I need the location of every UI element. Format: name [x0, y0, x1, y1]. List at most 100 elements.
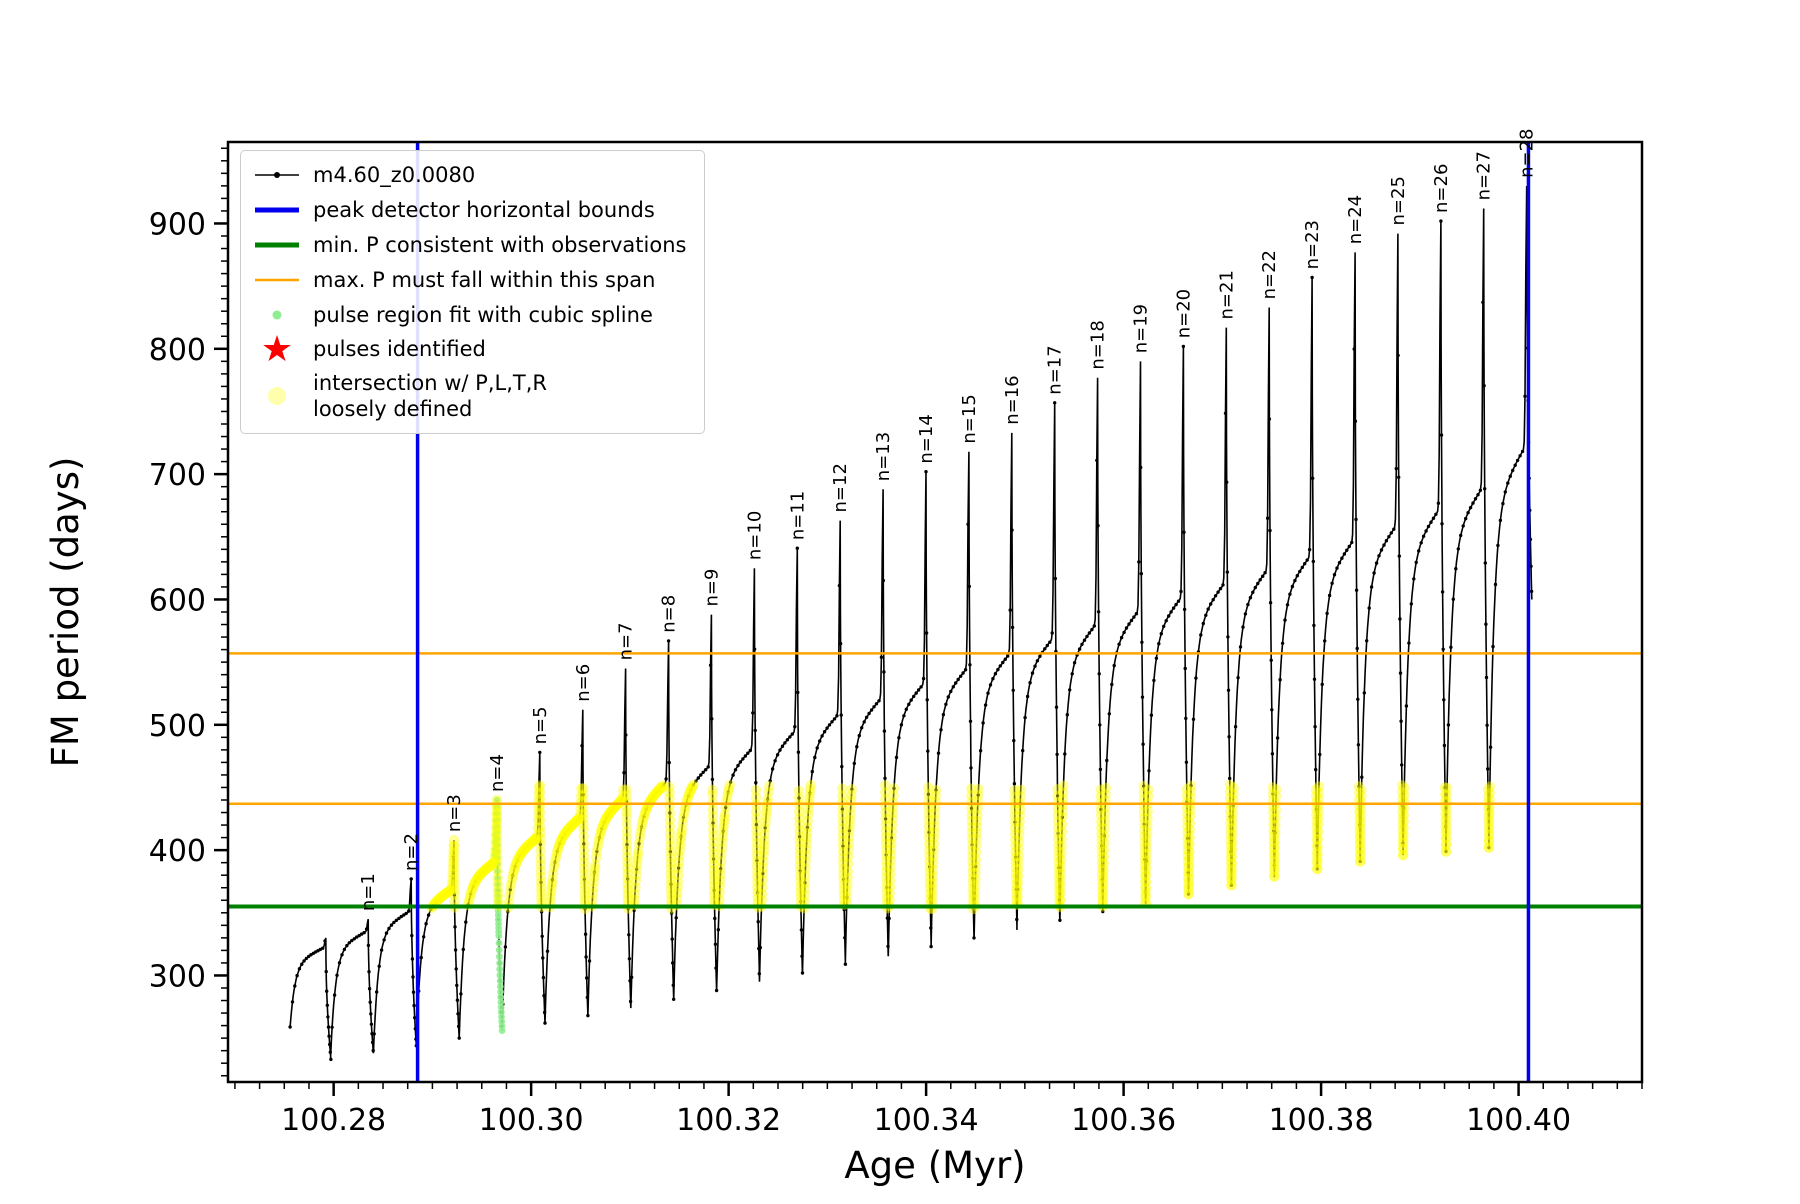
intersection-point: [1439, 789, 1451, 800]
data-point-marker: [770, 767, 775, 771]
data-point-marker: [325, 989, 329, 993]
intersection-point: [751, 843, 762, 855]
data-point-marker: [538, 842, 543, 846]
intersection-point: [1270, 827, 1281, 839]
intersection-point: [447, 874, 458, 885]
intersection-point: [842, 885, 853, 897]
intersection-point: [1096, 846, 1107, 857]
intersection-point: [838, 857, 849, 869]
data-point-marker: [446, 890, 450, 894]
pulse-labels: n=1n=2n=3n=4n=5n=6n=7n=8n=9n=10 n=11n=12n…: [358, 128, 1537, 911]
data-point-marker: [639, 825, 644, 829]
intersection-point: [752, 882, 763, 893]
pulse-label: n=21: [1216, 270, 1237, 319]
data-point-marker: [796, 690, 800, 695]
data-point-marker: [820, 734, 824, 738]
data-point-marker: [1157, 642, 1161, 646]
intersection-point: [1269, 849, 1281, 860]
intersection-point: [718, 826, 729, 837]
intersection-point: [805, 779, 816, 791]
data-point-marker: [1265, 516, 1270, 520]
intersection-point: [1310, 784, 1322, 795]
spline-fit-point: [496, 977, 504, 985]
intersection-point: [966, 833, 978, 845]
legend-entry-label: min. P consistent with observations: [313, 232, 687, 257]
data-point-marker: [884, 853, 888, 857]
intersection-point: [1353, 781, 1365, 792]
spline-fit-point: [493, 854, 501, 862]
intersection-point: [722, 791, 733, 802]
data-point-marker: [511, 873, 515, 878]
data-point-marker: [453, 948, 458, 952]
data-point-marker: [1278, 678, 1282, 682]
intersection-point: [1056, 826, 1068, 837]
intersection-point: [535, 853, 546, 864]
line-swatch-icon: [253, 266, 301, 294]
data-point-marker: [921, 676, 926, 681]
intersection-point: [1142, 813, 1153, 824]
intersection-point: [1225, 835, 1236, 846]
data-point-marker: [1485, 723, 1489, 727]
data-point-marker: [1451, 597, 1456, 601]
data-point-marker: [1426, 524, 1431, 529]
intersection-point: [1440, 846, 1452, 857]
intersection-point: [435, 892, 447, 903]
intersection-point: [714, 894, 725, 905]
intersection-point: [881, 887, 893, 899]
intersection-point: [1398, 823, 1409, 834]
data-point-marker: [649, 797, 654, 801]
intersection-point: [621, 784, 632, 795]
intersection-point: [799, 877, 811, 888]
intersection-point: [1225, 846, 1237, 858]
intersection-point: [1140, 887, 1151, 898]
data-point-marker: [1270, 708, 1274, 712]
intersection-point: [924, 867, 935, 878]
intersection-point: [971, 821, 983, 832]
data-point-marker: [1008, 608, 1012, 612]
intersection-point: [803, 803, 814, 814]
data-point-marker: [1096, 610, 1101, 614]
data-point-marker: [1241, 625, 1245, 629]
intersection-point: [562, 825, 573, 836]
intersection-point: [678, 812, 689, 823]
data-point-marker: [394, 918, 399, 922]
data-point-marker: [1357, 784, 1361, 789]
intersection-point: [1185, 780, 1197, 791]
intersection-point: [844, 814, 856, 826]
intersection-point: [799, 884, 810, 895]
data-point-marker: [1010, 625, 1015, 630]
intersection-point: [707, 789, 718, 801]
intersection-point: [569, 817, 580, 828]
data-point-marker: [1355, 646, 1359, 651]
intersection-point: [885, 862, 896, 873]
intersection-point: [479, 865, 490, 876]
data-point-marker: [1236, 676, 1240, 680]
data-point-marker: [1261, 574, 1265, 578]
intersection-point: [1100, 782, 1112, 794]
intersection-point: [647, 791, 659, 803]
intersection-point: [1099, 823, 1110, 834]
intersection-point: [1097, 885, 1108, 896]
dot-large-swatch-icon: [268, 387, 286, 406]
intersection-point: [1396, 780, 1408, 791]
intersection-point: [928, 832, 940, 844]
data-point-marker: [843, 962, 848, 966]
intersection-point: [708, 836, 719, 847]
intersection-point: [687, 781, 698, 792]
data-point-marker: [925, 698, 929, 702]
data-point-marker: [293, 984, 297, 988]
dot-small-swatch-icon: [272, 310, 282, 320]
intersection-point: [763, 787, 774, 798]
intersection-point: [513, 853, 524, 864]
pulse-label: n=6: [573, 664, 594, 702]
data-point-marker: [701, 770, 705, 774]
pulse-label: n=25: [1388, 176, 1409, 225]
data-point-marker: [575, 818, 579, 822]
legend-entry: ★ pulses identified: [253, 331, 686, 367]
intersection-point: [751, 849, 763, 861]
data-point-marker: [1268, 528, 1272, 533]
intersection-point: [971, 827, 982, 838]
intersection-point: [522, 840, 533, 852]
data-point-marker: [671, 983, 675, 987]
